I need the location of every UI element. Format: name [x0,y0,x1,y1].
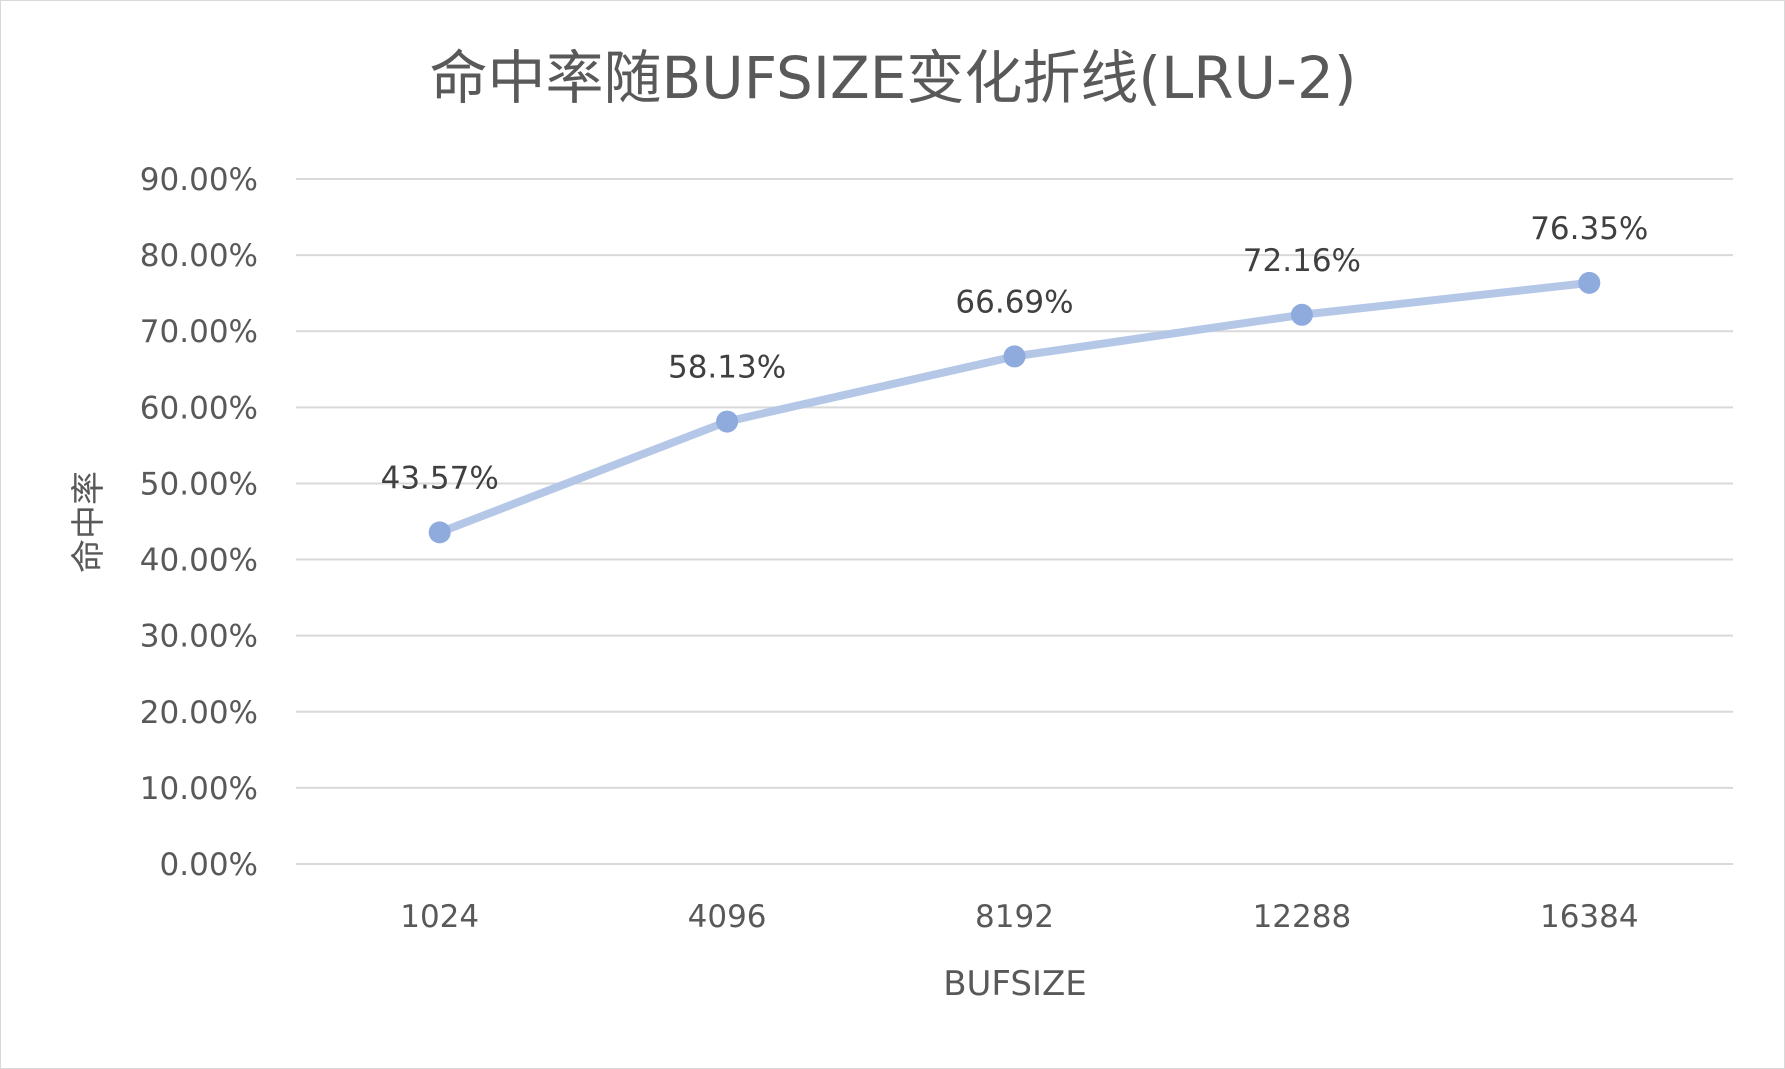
y-tick-label: 70.00% [140,314,258,350]
x-tick-label: 12288 [1253,899,1352,935]
data-label: 66.69% [955,284,1073,320]
series [428,271,1601,544]
data-label: 72.16% [1243,243,1361,279]
y-tick-label: 50.00% [140,466,258,502]
data-point [1003,345,1026,368]
data-label: 58.13% [668,350,786,386]
data-point [1290,303,1313,326]
data-point [428,521,451,544]
y-tick-label: 80.00% [140,238,258,274]
y-tick-label: 60.00% [140,390,258,426]
x-tick-label: 1024 [400,899,479,935]
y-tick-label: 0.00% [160,847,258,883]
y-tick-label: 30.00% [140,619,258,655]
y-tick-label: 20.00% [140,695,258,731]
x-axis-tick-labels: 1024 4096 8192 12288 16384 [400,899,1638,935]
chart-title: 命中率随BUFSIZE变化折线(LRU-2) [429,44,1356,112]
x-tick-label: 16384 [1540,899,1639,935]
data-point [716,410,739,433]
y-tick-label: 40.00% [140,543,258,579]
data-label: 76.35% [1530,211,1648,247]
data-point [1578,271,1601,294]
data-labels: 43.57% 58.13% 66.69% 72.16% 76.35% [381,211,1649,496]
gridlines [296,178,1733,865]
y-axis-tick-labels: 0.00% 10.00% 20.00% 30.00% 40.00% 50.00% 60.00… [140,162,258,883]
data-label: 43.57% [381,460,499,496]
y-tick-label: 90.00% [140,162,258,198]
x-tick-label: 8192 [975,899,1054,935]
y-axis-title: 命中率 [69,471,109,573]
y-tick-label: 10.00% [140,771,258,807]
x-tick-label: 4096 [688,899,767,935]
x-axis-title: BUFSIZE [943,964,1087,1004]
